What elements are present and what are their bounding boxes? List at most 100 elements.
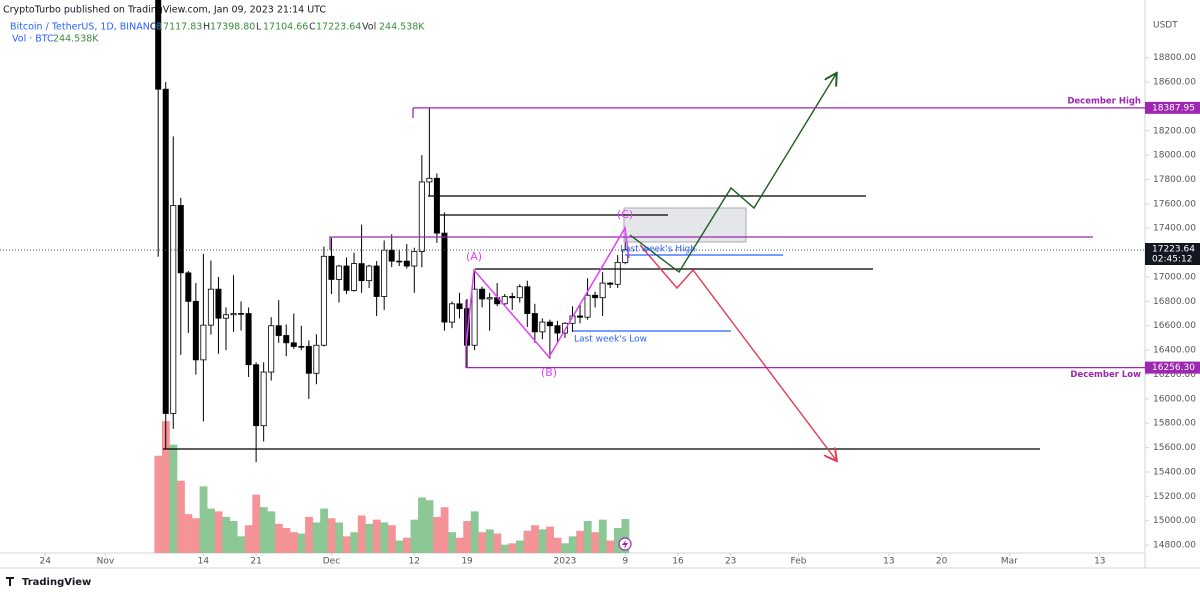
candle-body (479, 288, 486, 300)
legend-key: L (256, 22, 262, 33)
y-tick-label: 17800.00 (1153, 175, 1196, 185)
candle-body (200, 324, 207, 361)
price-tag-label: 17223.64 (1152, 245, 1195, 255)
x-tick-label: 2023 (554, 557, 577, 567)
legend-value: 17117.83 (157, 22, 202, 33)
candle-body (298, 346, 305, 348)
candle-layer (155, 0, 629, 463)
volume-bar (621, 519, 630, 553)
volume-bar (297, 533, 306, 553)
y-tick-label: 16000.00 (1153, 394, 1196, 404)
volume-bar (583, 521, 592, 553)
legend-value: 244.538K (379, 22, 425, 33)
volume-legend-value: 244.538K (53, 34, 99, 45)
y-tick-label: 17400.00 (1153, 224, 1196, 234)
volume-bar (478, 532, 487, 553)
level-tag (1145, 361, 1200, 374)
candle-body (524, 286, 531, 314)
volume-bar (598, 519, 607, 553)
volume-bar (440, 507, 449, 553)
volume-bar (448, 532, 457, 553)
volume-bar (403, 537, 411, 553)
candle-body (238, 313, 245, 315)
y-tick-label: 17600.00 (1153, 199, 1196, 209)
candle-body (433, 177, 440, 234)
volume-bar (387, 525, 396, 553)
candle-body (471, 288, 478, 346)
candle-body (396, 260, 403, 263)
candle-body (305, 346, 312, 374)
candle-body (192, 300, 199, 361)
volume-bar (320, 508, 328, 553)
candle-body (328, 255, 335, 280)
footer-icon (6, 577, 14, 586)
legend-key: H (203, 22, 210, 33)
volume-bar (531, 525, 539, 553)
volume-bar (516, 540, 524, 553)
y-tick-label: 15200.00 (1153, 492, 1196, 502)
candle-body (358, 263, 365, 282)
candle-body (486, 297, 493, 300)
footer-bar (0, 568, 1200, 593)
volume-bar (433, 516, 441, 553)
candle-body (283, 335, 290, 344)
volume-bar (199, 486, 208, 553)
candle-body (388, 249, 395, 262)
x-tick-label: 19 (461, 557, 473, 567)
candle-body (215, 288, 222, 319)
bear-scenario (639, 244, 836, 460)
volume-bar (274, 523, 283, 553)
volume-bar (161, 421, 170, 553)
candle-body (456, 303, 463, 310)
candle-body (245, 313, 252, 366)
candle-body (546, 321, 553, 327)
volume-bar (350, 532, 359, 553)
volume-bar (613, 528, 622, 553)
volume-bar (267, 511, 276, 553)
candle-body (162, 88, 169, 414)
volume-bar (312, 522, 321, 553)
level-name: December Low (1070, 370, 1141, 380)
candle-body (554, 325, 561, 334)
x-tick-label: Feb (791, 557, 807, 567)
candle-body (464, 308, 471, 346)
candle-body (253, 364, 260, 427)
x-tick-label: 23 (725, 557, 736, 567)
volume-bar (184, 514, 193, 553)
candle-body (509, 296, 516, 299)
x-tick-label: 12 (409, 557, 420, 567)
y-tick-label: 15600.00 (1153, 443, 1196, 453)
candle-body (381, 249, 388, 297)
volume-bar (576, 530, 585, 553)
candle-body (539, 321, 546, 333)
volume-bar (214, 511, 223, 553)
price-tag (1145, 243, 1200, 265)
volume-bar (485, 529, 494, 553)
annotation: (B) (541, 366, 557, 379)
candle-body (622, 249, 629, 264)
y-tick-label: 18600.00 (1153, 78, 1196, 88)
volume-bar (342, 536, 351, 553)
volume-bar (259, 507, 268, 553)
candle-body (531, 313, 538, 333)
y-tick-label: 15000.00 (1153, 516, 1196, 526)
candle-body (411, 251, 418, 267)
candle-body (207, 288, 214, 326)
target-zone (623, 207, 747, 243)
candle-body (275, 325, 282, 336)
candle-body (313, 344, 320, 374)
candle-body (170, 205, 177, 414)
event-icon-bolt (622, 540, 628, 549)
legend-key: O (150, 22, 157, 33)
x-tick-label: 14 (198, 557, 210, 567)
candle-body (351, 263, 358, 291)
volume-bar (222, 516, 231, 553)
candle-body (418, 181, 425, 252)
footer-logo: TradingView (22, 577, 91, 588)
candle-body (599, 282, 606, 299)
header: CryptoTurbo published on TradingView.com… (3, 5, 326, 16)
candle-body (320, 255, 327, 346)
volume-bar (290, 532, 298, 553)
candle-body (403, 260, 410, 267)
volume-bar (372, 519, 381, 553)
